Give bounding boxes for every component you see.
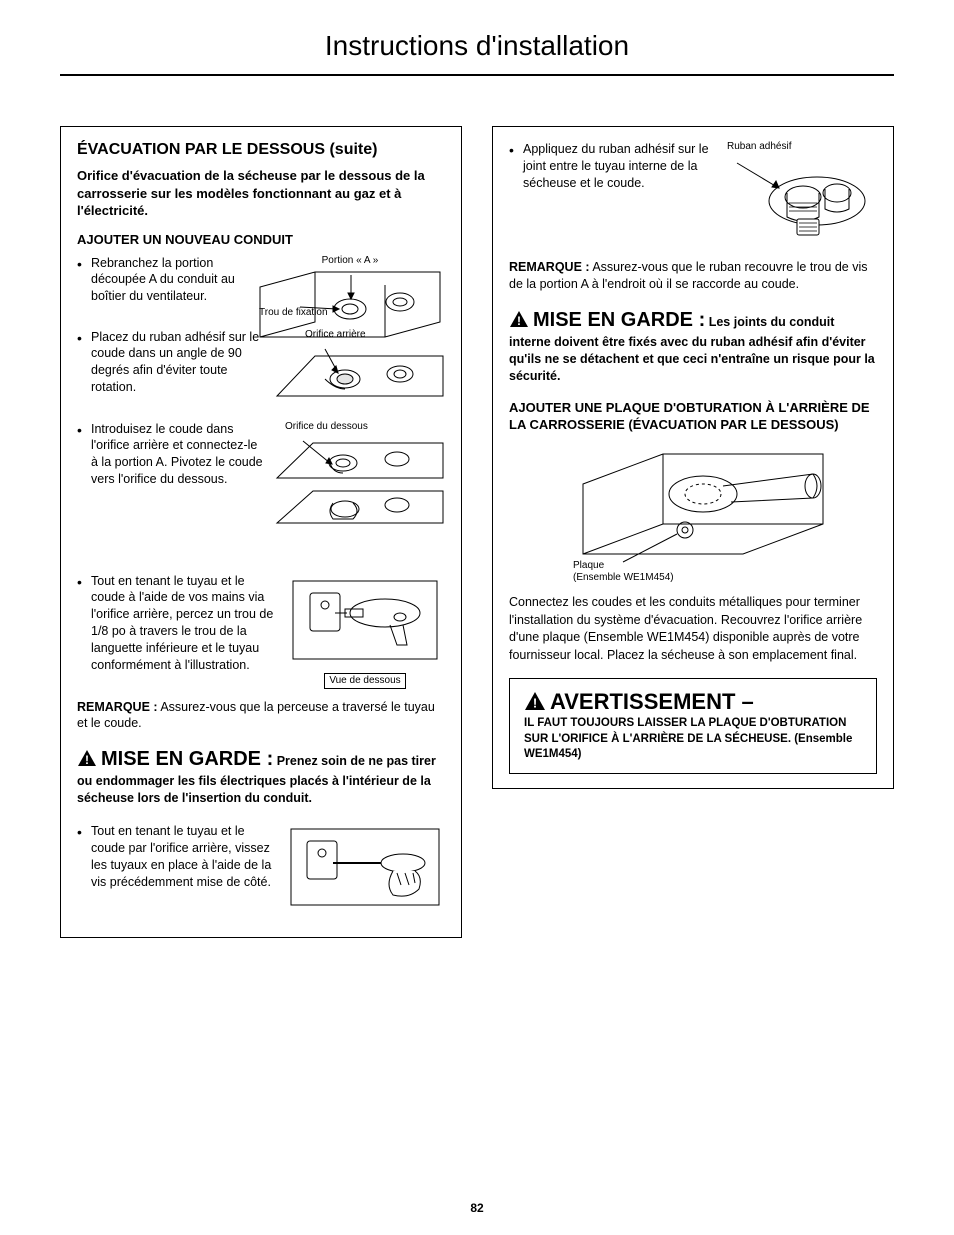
row-bullet-tape: Appliquez du ruban adhésif sur le joint … [509, 141, 877, 253]
left-column: ÉVACUATION PAR LE DESSOUS (suite) Orific… [60, 126, 462, 938]
warning-icon: ! [524, 691, 546, 716]
left-box: ÉVACUATION PAR LE DESSOUS (suite) Orific… [60, 126, 462, 938]
bullet-5: Tout en tenant le tuyau et le coude par … [77, 823, 275, 891]
body-paragraph: Connectez les coudes et les conduits mét… [509, 594, 877, 664]
row-bullet-3: Introduisez le coude dans l'orifice arri… [77, 421, 445, 533]
bullet-2: Placez du ruban adhésif sur le coude dan… [77, 329, 265, 397]
bullet-1: Rebranchez la portion découpée A du cond… [77, 255, 245, 306]
section-title: ÉVACUATION PAR LE DESSOUS (suite) [77, 141, 445, 159]
right-column: Appliquez du ruban adhésif sur le joint … [492, 126, 894, 938]
figure-orifice-dessous: Orifice du dessous [275, 421, 445, 533]
svg-text:!: ! [85, 753, 89, 767]
row-bullet-2: Placez du ruban adhésif sur le coude dan… [77, 329, 445, 411]
bullet-tape: Appliquez du ruban adhésif sur le joint … [509, 141, 717, 192]
caution-block: ! MISE EN GARDE : Prenez soin de ne pas … [77, 746, 445, 807]
warning-icon: ! [77, 749, 97, 772]
warning-icon: ! [509, 310, 529, 333]
figure-plaque: Plaque (Ensemble WE1M454) [553, 444, 833, 584]
bullet-3: Introduisez le coude dans l'orifice arri… [77, 421, 265, 489]
svg-text:!: ! [517, 314, 521, 328]
row-bullet-1: Rebranchez la portion découpée A du cond… [77, 255, 445, 319]
row-bullet-5: Tout en tenant le tuyau et le coude par … [77, 823, 445, 913]
caution-block-2: ! MISE EN GARDE : Les joints du conduit … [509, 307, 877, 385]
figure-orifice-arriere: Orifice arrière [275, 329, 445, 411]
row-bullet-4: Tout en tenant le tuyau et le coude à l'… [77, 573, 445, 689]
page-title: Instructions d'installation [60, 30, 894, 76]
right-box: Appliquez du ruban adhésif sur le joint … [492, 126, 894, 789]
figure-label: Vue de dessous [324, 673, 405, 689]
caution-title: MISE EN GARDE : [101, 748, 273, 770]
remark-1: REMARQUE : Assurez-vous que la perceuse … [77, 699, 445, 733]
remark-label: REMARQUE : [77, 700, 158, 714]
figure-label: (Ensemble WE1M454) [573, 572, 833, 584]
warning-title: AVERTISSEMENT – [550, 689, 754, 714]
bullet-4: Tout en tenant le tuyau et le coude à l'… [77, 573, 275, 674]
figure-label: Orifice du dessous [285, 421, 445, 433]
figure-label: Ruban adhésif [727, 141, 877, 153]
figure-drill: Vue de dessous [285, 573, 445, 689]
figure-label: Plaque [573, 560, 833, 572]
sub-heading: AJOUTER UN NOUVEAU CONDUIT [77, 232, 445, 249]
caution-title: MISE EN GARDE : [533, 309, 705, 331]
sub-heading-2: AJOUTER UNE PLAQUE D'OBTURATION À L'ARRI… [509, 400, 877, 434]
figure-screwdriver [285, 823, 445, 913]
figure-label: Trou de fixation [259, 307, 339, 319]
intro-text: Orifice d'évacuation de la sécheuse par … [77, 167, 445, 220]
page-number: 82 [0, 1201, 954, 1215]
warning-body: IL FAUT TOUJOURS LAISSER LA PLAQUE D'OBT… [524, 716, 862, 763]
remark-label: REMARQUE : [509, 260, 590, 274]
two-column-layout: ÉVACUATION PAR LE DESSOUS (suite) Orific… [60, 126, 894, 938]
svg-text:!: ! [533, 696, 537, 711]
remark-2: REMARQUE : Assurez-vous que le ruban rec… [509, 259, 877, 293]
figure-label: Portion « A » [255, 255, 445, 267]
figure-tape: Ruban adhésif [727, 141, 877, 253]
figure-label: Orifice arrière [305, 329, 445, 341]
warning-box: ! AVERTISSEMENT – IL FAUT TOUJOURS LAISS… [509, 678, 877, 774]
figure-portion-a: Portion « A » [255, 255, 445, 319]
